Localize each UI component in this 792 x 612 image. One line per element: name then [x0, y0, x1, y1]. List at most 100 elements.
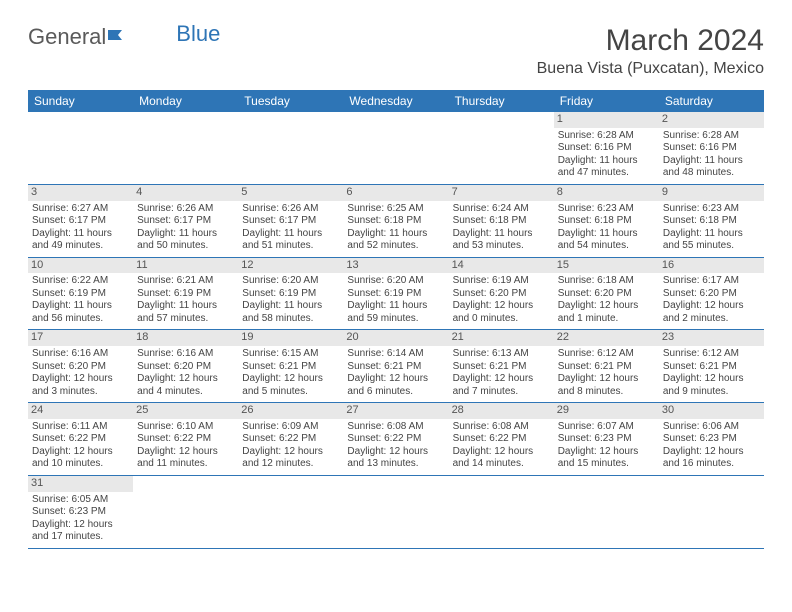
day-info: Sunrise: 6:28 AMSunset: 6:16 PMDaylight:…	[558, 130, 655, 180]
sunset-text: Sunset: 6:19 PM	[347, 288, 444, 301]
sunset-text: Sunset: 6:21 PM	[663, 361, 760, 374]
daylight-text: Daylight: 11 hours and 59 minutes.	[347, 300, 444, 325]
daylight-text: Daylight: 11 hours and 53 minutes.	[453, 228, 550, 253]
calendar-day-cell: 6 Sunrise: 6:25 AMSunset: 6:18 PMDaylight…	[343, 184, 448, 257]
sunrise-text: Sunrise: 6:20 AM	[242, 275, 339, 288]
sunrise-text: Sunrise: 6:05 AM	[32, 494, 129, 507]
daylight-text: Daylight: 12 hours and 16 minutes.	[663, 446, 760, 471]
calendar-day-cell: 4Sunrise: 6:26 AMSunset: 6:17 PMDaylight…	[133, 184, 238, 257]
sunset-text: Sunset: 6:22 PM	[137, 433, 234, 446]
calendar-week-row: 1Sunrise: 6:28 AMSunset: 6:16 PMDaylight…	[28, 112, 764, 184]
day-number: 14	[449, 258, 554, 274]
calendar-week-row: 24Sunrise: 6:11 AMSunset: 6:22 PMDayligh…	[28, 403, 764, 476]
day-info: Sunrise: 6:10 AMSunset: 6:22 PMDaylight:…	[137, 421, 234, 471]
day-info: Sunrise: 6:26 AMSunset: 6:17 PMDaylight:…	[242, 203, 339, 253]
sunrise-text: Sunrise: 6:17 AM	[663, 275, 760, 288]
day-number: 15	[554, 258, 659, 274]
day-info: Sunrise: 6:12 AMSunset: 6:21 PMDaylight:…	[663, 348, 760, 398]
sunset-text: Sunset: 6:22 PM	[32, 433, 129, 446]
sunset-text: Sunset: 6:21 PM	[242, 361, 339, 374]
sunrise-text: Sunrise: 6:12 AM	[558, 348, 655, 361]
calendar-day-cell: 10Sunrise: 6:22 AMSunset: 6:19 PMDayligh…	[28, 257, 133, 330]
sunset-text: Sunset: 6:18 PM	[347, 215, 444, 228]
day-info: Sunrise: 6:27 AMSunset: 6:17 PMDaylight:…	[32, 203, 129, 253]
daylight-text: Daylight: 12 hours and 5 minutes.	[242, 373, 339, 398]
sunrise-text: Sunrise: 6:16 AM	[137, 348, 234, 361]
calendar-day-cell: 27 Sunrise: 6:08 AMSunset: 6:22 PMDayligh…	[343, 403, 448, 476]
sunrise-text: Sunrise: 6:13 AM	[453, 348, 550, 361]
daylight-text: Daylight: 12 hours and 10 minutes.	[32, 446, 129, 471]
sunrise-text: Sunrise: 6:23 AM	[558, 203, 655, 216]
weekday-header: Saturday	[659, 90, 764, 112]
calendar-day-cell: 26Sunrise: 6:09 AMSunset: 6:22 PMDayligh…	[238, 403, 343, 476]
day-info: Sunrise: 6:18 AMSunset: 6:20 PMDaylight:…	[558, 275, 655, 325]
daylight-text: Daylight: 12 hours and 13 minutes.	[347, 446, 444, 471]
sunrise-text: Sunrise: 6:23 AM	[663, 203, 760, 216]
calendar-day-cell: 30Sunrise: 6:06 AMSunset: 6:23 PMDayligh…	[659, 403, 764, 476]
sunset-text: Sunset: 6:21 PM	[347, 361, 444, 374]
sunset-text: Sunset: 6:19 PM	[242, 288, 339, 301]
sunset-text: Sunset: 6:17 PM	[32, 215, 129, 228]
day-number: 6	[343, 185, 448, 201]
daylight-text: Daylight: 11 hours and 50 minutes.	[137, 228, 234, 253]
sunset-text: Sunset: 6:23 PM	[663, 433, 760, 446]
day-number: 11	[133, 258, 238, 274]
sunrise-text: Sunrise: 6:26 AM	[242, 203, 339, 216]
sunset-text: Sunset: 6:20 PM	[137, 361, 234, 374]
day-number: 7	[449, 185, 554, 201]
day-info: Sunrise: 6:14 AMSunset: 6:21 PMDaylight:…	[347, 348, 444, 398]
daylight-text: Daylight: 11 hours and 49 minutes.	[32, 228, 129, 253]
day-info: Sunrise: 6:08 AMSunset: 6:22 PMDaylight:…	[347, 421, 444, 471]
day-info: Sunrise: 6:07 AMSunset: 6:23 PMDaylight:…	[558, 421, 655, 471]
page-title: March 2024	[537, 24, 764, 58]
daylight-text: Daylight: 12 hours and 11 minutes.	[137, 446, 234, 471]
sunset-text: Sunset: 6:18 PM	[558, 215, 655, 228]
day-number: 5	[238, 185, 343, 201]
calendar-day-cell: 22Sunrise: 6:12 AMSunset: 6:21 PMDayligh…	[554, 330, 659, 403]
page-header: General Blue March 2024 Buena Vista (Pux…	[28, 24, 764, 78]
calendar-day-cell: 28Sunrise: 6:08 AMSunset: 6:22 PMDayligh…	[449, 403, 554, 476]
day-number: 9	[659, 185, 764, 201]
day-info: Sunrise: 6:16 AMSunset: 6:20 PMDaylight:…	[32, 348, 129, 398]
daylight-text: Daylight: 12 hours and 1 minute.	[558, 300, 655, 325]
sunset-text: Sunset: 6:23 PM	[32, 506, 129, 519]
sunset-text: Sunset: 6:20 PM	[558, 288, 655, 301]
day-info: Sunrise: 6:12 AMSunset: 6:21 PMDaylight:…	[558, 348, 655, 398]
day-number: 31	[28, 476, 133, 492]
logo-text-2: Blue	[176, 21, 220, 47]
calendar-empty-cell	[133, 112, 238, 184]
location-label: Buena Vista (Puxcatan), Mexico	[537, 60, 764, 78]
day-number: 8	[554, 185, 659, 201]
weekday-header: Wednesday	[343, 90, 448, 112]
calendar-week-row: 3 Sunrise: 6:27 AMSunset: 6:17 PMDaylight…	[28, 184, 764, 257]
weekday-header: Friday	[554, 90, 659, 112]
sunrise-text: Sunrise: 6:12 AM	[663, 348, 760, 361]
calendar-header-row: SundayMondayTuesdayWednesdayThursdayFrid…	[28, 90, 764, 112]
sunrise-text: Sunrise: 6:16 AM	[32, 348, 129, 361]
day-number: 20	[343, 330, 448, 346]
calendar-day-cell: 17Sunrise: 6:16 AMSunset: 6:20 PMDayligh…	[28, 330, 133, 403]
day-number: 29	[554, 403, 659, 419]
calendar-empty-cell	[28, 112, 133, 184]
calendar-empty-cell	[238, 112, 343, 184]
day-number: 3	[28, 185, 133, 201]
sunrise-text: Sunrise: 6:08 AM	[347, 421, 444, 434]
day-number: 16	[659, 258, 764, 274]
calendar-day-cell: 5 Sunrise: 6:26 AMSunset: 6:17 PMDaylight…	[238, 184, 343, 257]
daylight-text: Daylight: 11 hours and 58 minutes.	[242, 300, 339, 325]
day-number: 2	[659, 112, 764, 128]
day-info: Sunrise: 6:08 AMSunset: 6:22 PMDaylight:…	[453, 421, 550, 471]
sunset-text: Sunset: 6:18 PM	[663, 215, 760, 228]
sunset-text: Sunset: 6:17 PM	[242, 215, 339, 228]
sunrise-text: Sunrise: 6:25 AM	[347, 203, 444, 216]
sunset-text: Sunset: 6:19 PM	[32, 288, 129, 301]
calendar-day-cell: 14Sunrise: 6:19 AMSunset: 6:20 PMDayligh…	[449, 257, 554, 330]
sunset-text: Sunset: 6:19 PM	[137, 288, 234, 301]
daylight-text: Daylight: 11 hours and 52 minutes.	[347, 228, 444, 253]
day-number: 25	[133, 403, 238, 419]
sunset-text: Sunset: 6:22 PM	[347, 433, 444, 446]
sunrise-text: Sunrise: 6:21 AM	[137, 275, 234, 288]
title-block: March 2024 Buena Vista (Puxcatan), Mexic…	[537, 24, 764, 78]
daylight-text: Daylight: 11 hours and 56 minutes.	[32, 300, 129, 325]
day-number: 27	[343, 403, 448, 419]
